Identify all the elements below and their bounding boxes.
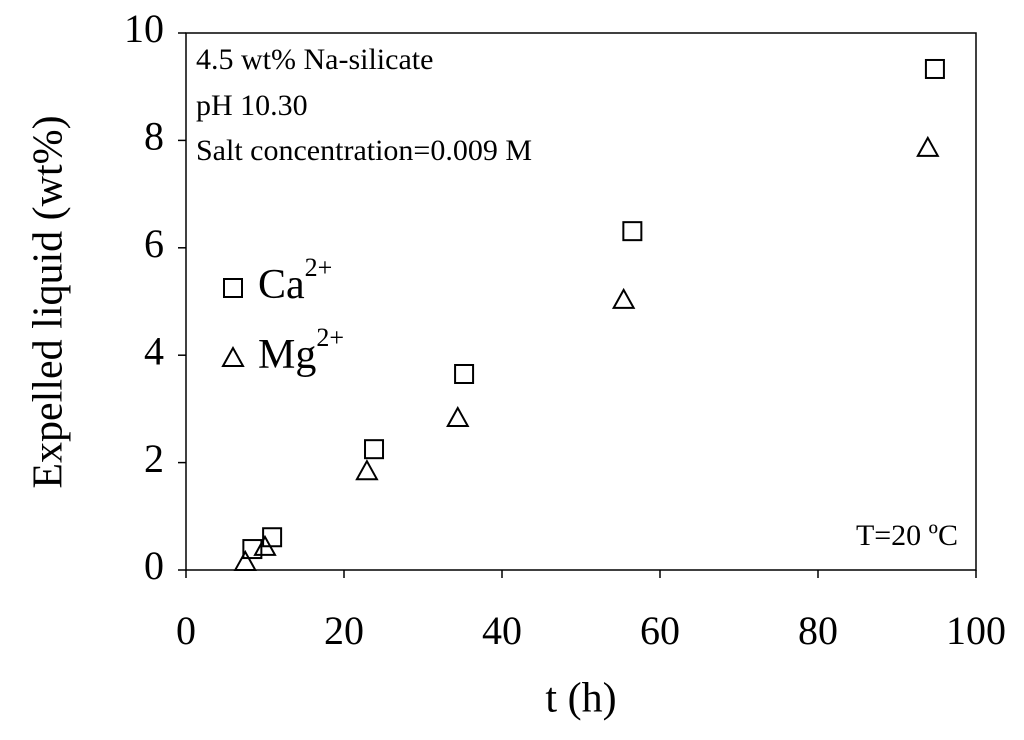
marker-triangle [916,135,940,157]
y-tick-label: 10 [124,6,164,51]
marker-triangle [611,287,636,309]
plot-frame [185,32,977,571]
annotation: T=20 ºC [856,519,958,552]
legend-label: Ca2+ [258,253,332,308]
annotation: Salt concentration=0.009 M [196,134,532,167]
marker-triangle [253,534,277,556]
x-tick-label: 20 [324,608,364,653]
y-axis-label: Expelled liquid (wt%) [26,115,72,488]
marker-square [242,539,263,560]
y-tick-label: 4 [144,328,164,373]
x-tick-label: 60 [640,608,680,653]
marker-square [262,527,283,548]
x-tick-label: 40 [482,608,522,653]
marker-square [454,363,475,384]
x-tick-label: 80 [798,608,838,653]
annotation: 4.5 wt% Na-silicate [196,43,433,76]
marker-square [223,278,243,298]
legend-label: Mg2+ [258,323,344,378]
x-tick-label: 0 [176,608,196,653]
annotation: pH 10.30 [196,89,308,122]
y-tick-label: 6 [144,221,164,266]
marker-square [924,58,945,79]
x-tick-label: 100 [946,608,1006,653]
marker-square [364,439,385,460]
marker-triangle [221,345,245,367]
y-tick-label: 8 [144,114,164,159]
x-axis-label: t (h) [545,676,616,722]
y-tick-label: 0 [144,543,164,588]
y-tick-label: 2 [144,436,164,481]
marker-square [622,221,643,242]
marker-triangle [355,459,379,481]
marker-triangle [446,405,470,428]
marker-triangle [233,549,257,571]
